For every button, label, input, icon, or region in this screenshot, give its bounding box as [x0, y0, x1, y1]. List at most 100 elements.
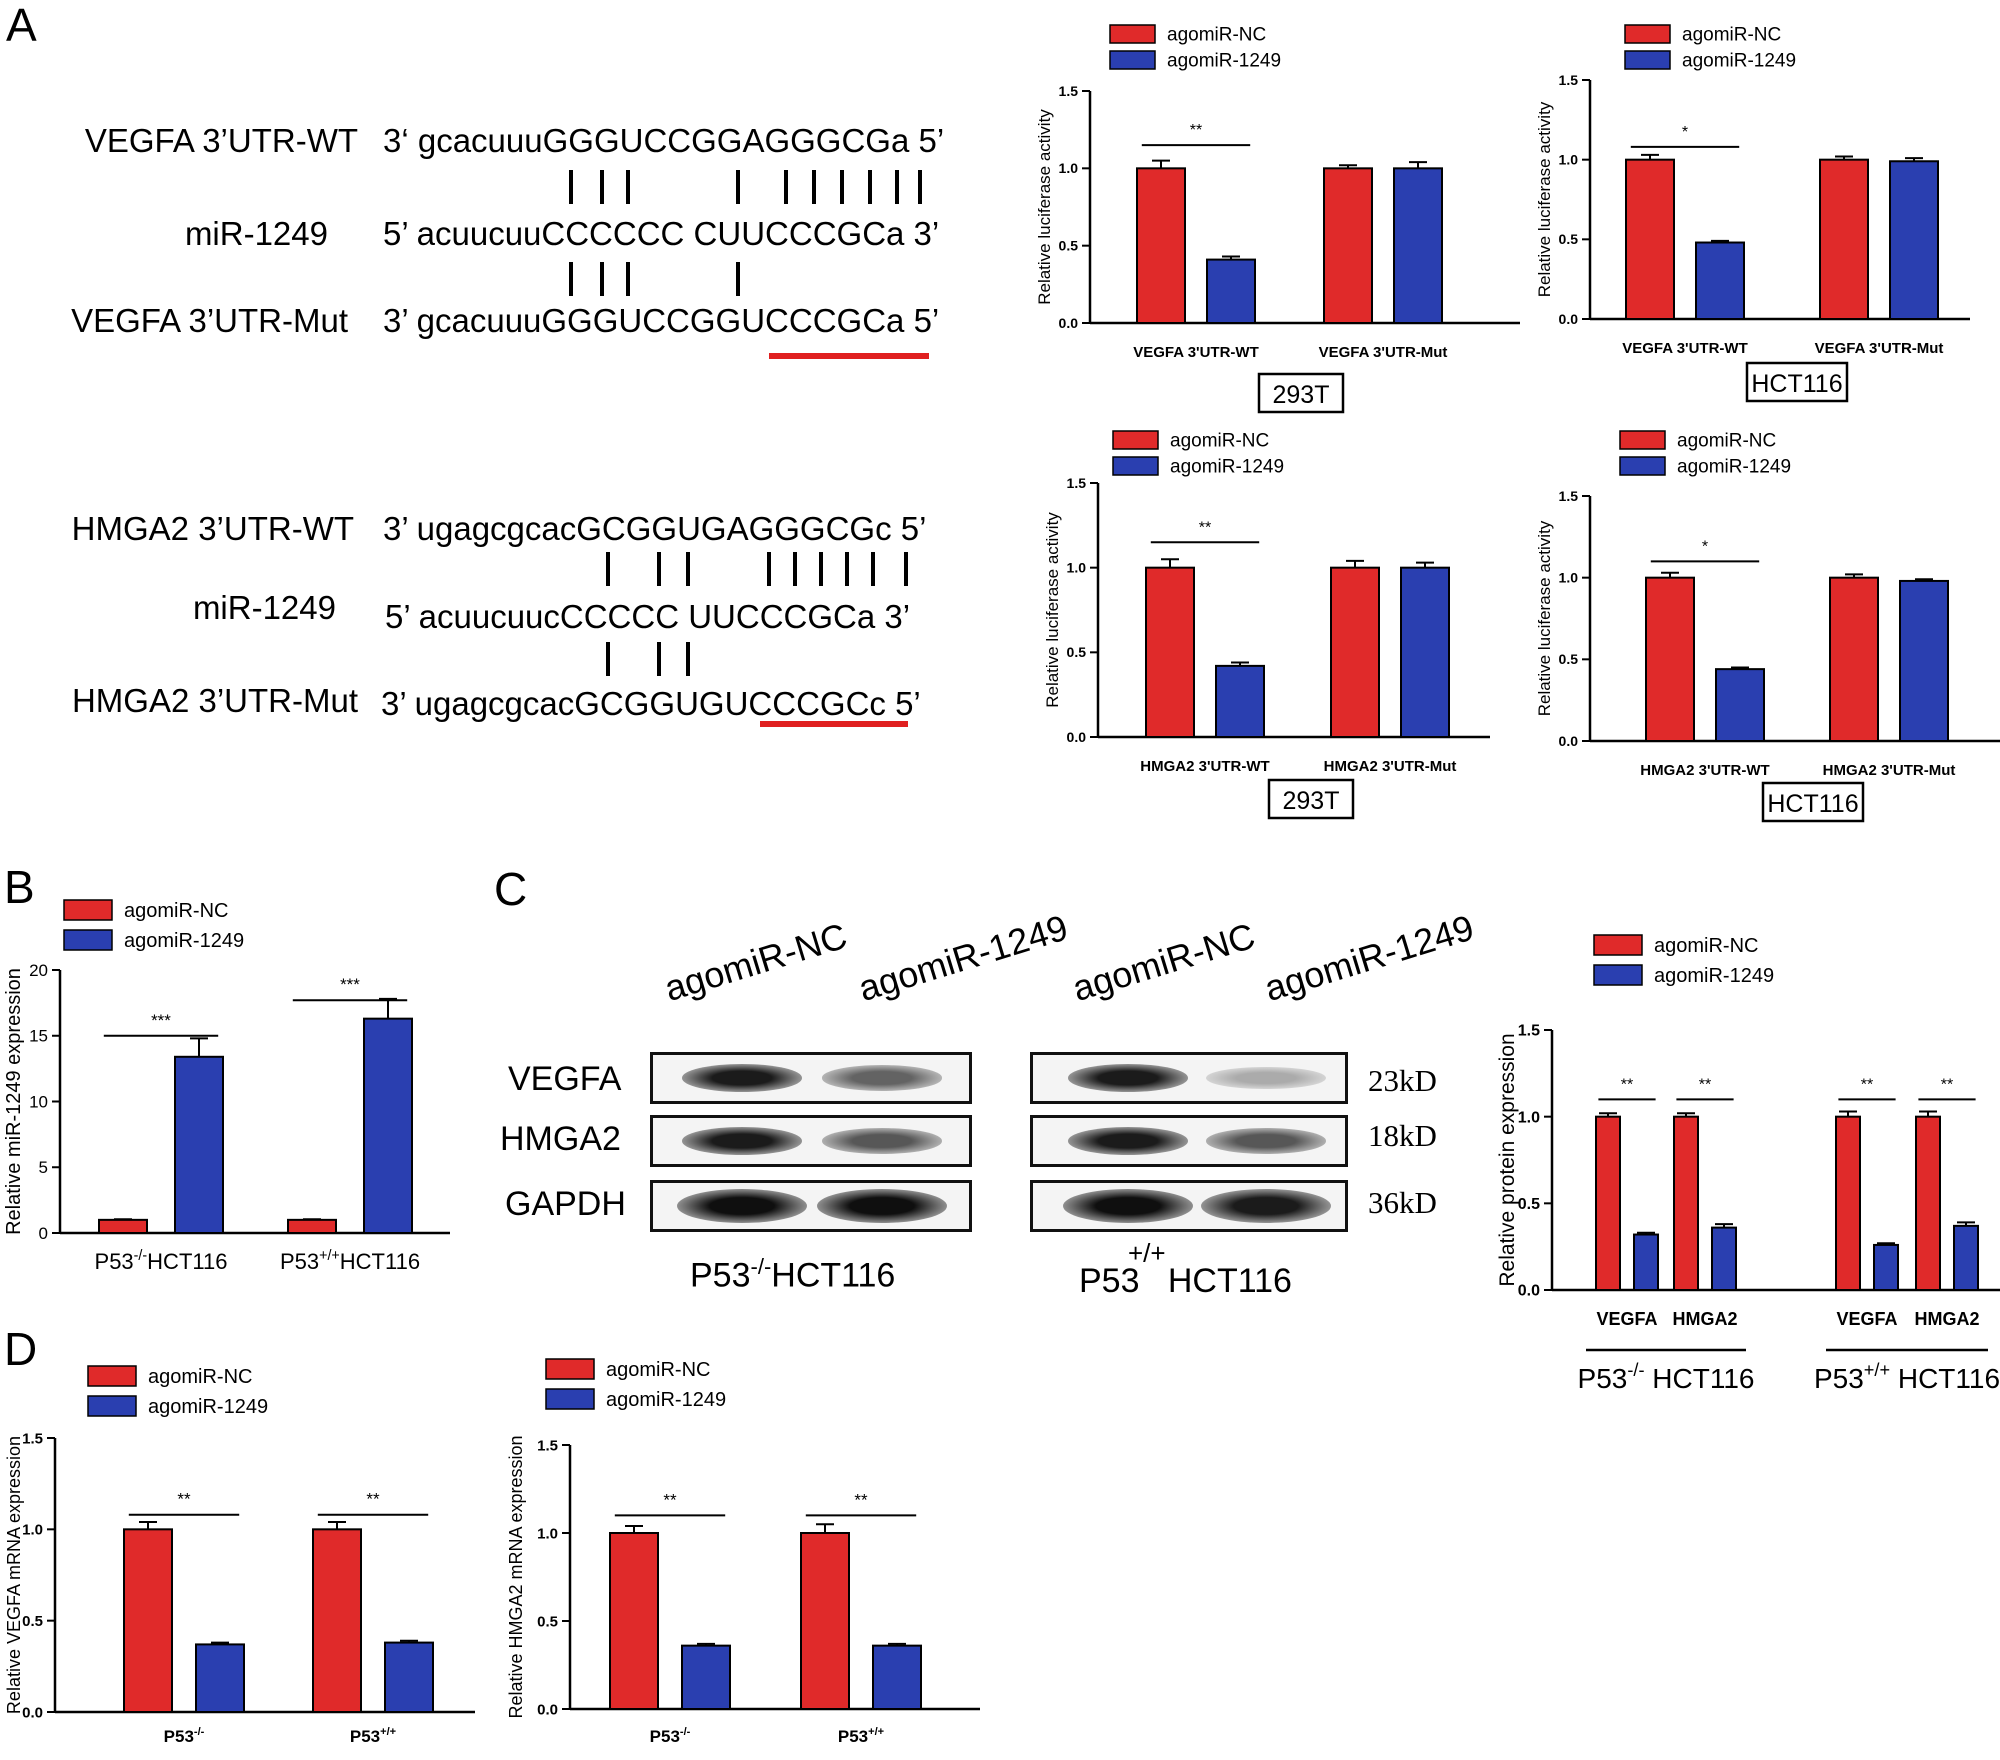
category-label: P53+/+HCT116 — [280, 1248, 420, 1274]
bar-agomiR-1249-3 — [1953, 1224, 1979, 1291]
bar-agomiR-NC-1 — [1819, 158, 1869, 320]
category-label: HMGA2 3'UTR-Mut — [1324, 758, 1457, 775]
legend-swatch-0 — [87, 1365, 137, 1387]
significance-label: ** — [1621, 1076, 1633, 1093]
y-axis-label: Relative luciferase activity — [1035, 109, 1054, 305]
y-tick-label: 1.0 — [1518, 1109, 1540, 1126]
base-pair-line — [904, 552, 908, 586]
category-label-post: HCT116 — [340, 1249, 420, 1274]
chart-c-protein-expression: agomiR-NC agomiR-1249 0.0 0.5 1.0 1.5Relative… — [1496, 934, 2000, 1394]
category-label: VEGFA 3'UTR-Mut — [1815, 340, 1944, 357]
bar-agomiR-NC-1 — [1330, 566, 1380, 738]
significance-label: ** — [1190, 122, 1202, 139]
category-label: HMGA2 — [1672, 1309, 1737, 1329]
blot-band-left-vegfa-lane1 — [682, 1064, 802, 1092]
blot-left-caption-sup: -/- — [750, 1254, 772, 1279]
base-pair-line — [626, 170, 630, 204]
category-label-pre: P53 — [95, 1249, 134, 1274]
base-pair-line — [626, 262, 630, 296]
y-tick-label: 0.5 — [1067, 644, 1087, 660]
category-label: P53+/+ — [838, 1726, 884, 1746]
bar-agomiR-NC-0 — [1136, 167, 1186, 324]
y-axis-label: Relative protein expression — [1496, 1033, 1519, 1286]
hmga2-mutation-underline — [760, 721, 908, 727]
blot-right-caption: P53 HCT116 — [1079, 1262, 1292, 1301]
base-pair-line — [686, 642, 690, 676]
y-tick-label: 0.5 — [1559, 651, 1579, 667]
panel-letter-a: A — [6, 0, 37, 51]
group-label-post: HCT116 — [1890, 1363, 2000, 1394]
base-pair-line — [736, 170, 740, 204]
y-tick-label: 0.5 — [1518, 1196, 1540, 1213]
bar-agomiR-NC-1 — [1829, 576, 1879, 742]
blot-band-left-hmga2-lane2 — [822, 1128, 942, 1154]
base-pair-line — [569, 262, 573, 296]
blot-kd-23: 23kD — [1368, 1063, 1437, 1098]
y-axis-label: Relative luciferase activity — [1535, 520, 1554, 716]
group-label: P53-/- HCT116 — [1578, 1360, 1755, 1394]
bar-agomiR-1249-1 — [363, 1017, 413, 1234]
category-label-sup: +/+ — [319, 1248, 340, 1264]
blot-band-right-hmga2-lane2 — [1206, 1128, 1326, 1154]
vegfa-mut-sequence: 3’ gcacuuuGGGUCCGGUCCCGCa 5’ — [383, 302, 940, 339]
base-pair-line — [600, 170, 604, 204]
base-pair-line — [767, 552, 771, 586]
cell-line-box — [1761, 781, 1865, 823]
group-label-pre: P53 — [1578, 1363, 1628, 1394]
panel-letter-d: D — [4, 1323, 38, 1375]
bar-agomiR-1249-1 — [1400, 566, 1450, 738]
y-tick-label: 5 — [39, 1158, 48, 1177]
category-label: P53+/+ — [350, 1726, 396, 1746]
bar-agomiR-1249-0 — [681, 1644, 731, 1711]
y-tick-label: 0.0 — [537, 1701, 558, 1718]
category-label: P53-/-HCT116 — [95, 1248, 228, 1274]
significance-label: * — [1682, 124, 1688, 141]
legend-swatch-0 — [1109, 24, 1156, 44]
y-axis-label: Relative luciferase activity — [1043, 512, 1062, 708]
legend-swatch-1 — [1624, 50, 1671, 70]
bar-agomiR-NC-0 — [1595, 1115, 1621, 1291]
bar-agomiR-NC-1 — [287, 1218, 337, 1235]
vegfa-mir-sequence: 5’ acuucuuCCCCCC CUUCCCGCa 3’ — [383, 215, 940, 252]
bar-agomiR-NC-3 — [1915, 1115, 1941, 1291]
category-label-pre: P53 — [838, 1727, 868, 1746]
y-tick-label: 0.0 — [1067, 729, 1087, 745]
legend-label-0: agomiR-NC — [1654, 935, 1758, 957]
legend-label-0: agomiR-NC — [606, 1359, 710, 1381]
blot-right-lane-1-label: agomiR-NC — [1067, 914, 1260, 1010]
base-pair-line — [606, 552, 610, 586]
legend-label-0: agomiR-NC — [148, 1366, 252, 1388]
panel-letter-c: C — [494, 863, 528, 915]
blot-left-caption-post: HCT116 — [771, 1256, 896, 1295]
legend-label-1: agomiR-1249 — [1654, 965, 1774, 987]
category-label: HMGA2 — [1914, 1309, 1979, 1329]
blot-left-lane-2-label: agomiR-1249 — [853, 906, 1073, 1010]
y-tick-label: 1.5 — [1059, 83, 1079, 99]
legend-label-1: agomiR-1249 — [606, 1389, 726, 1411]
blot-right-caption-sup: +/+ — [1128, 1238, 1166, 1268]
y-axis-label: Relative luciferase activity — [1535, 101, 1554, 297]
category-label: VEGFA 3'UTR-WT — [1622, 340, 1748, 357]
legend-label-1: agomiR-1249 — [1682, 51, 1796, 72]
cell-line-label: HCT116 — [1767, 790, 1858, 818]
legend-swatch-1 — [87, 1395, 137, 1417]
hmga2-mut-sequence: 3’ ugagcgcacGCGGUGUCCCGCc 5’ — [381, 685, 921, 722]
base-pair-line — [657, 642, 661, 676]
y-tick-label: 0.0 — [1559, 733, 1579, 749]
blot-band-left-gapdh-lane1 — [677, 1189, 807, 1223]
vegfa-wt-label: VEGFA 3’UTR-WT — [84, 122, 358, 159]
legend-label-0: agomiR-NC — [1682, 25, 1781, 46]
cell-line-label: HCT116 — [1751, 370, 1842, 398]
category-label-sup: +/+ — [380, 1726, 396, 1738]
blot-row-label-gapdh: GAPDH — [505, 1185, 626, 1223]
y-tick-label: 1.0 — [22, 1522, 43, 1539]
category-label: VEGFA — [1836, 1309, 1897, 1329]
base-pair-line — [600, 262, 604, 296]
legend-swatch-1 — [545, 1388, 595, 1410]
base-pair-line — [686, 552, 690, 586]
category-label-sup: -/- — [680, 1726, 691, 1738]
base-pair-line — [784, 170, 788, 204]
bar-agomiR-NC-1 — [1323, 167, 1373, 324]
bar-agomiR-NC-1 — [800, 1532, 850, 1710]
